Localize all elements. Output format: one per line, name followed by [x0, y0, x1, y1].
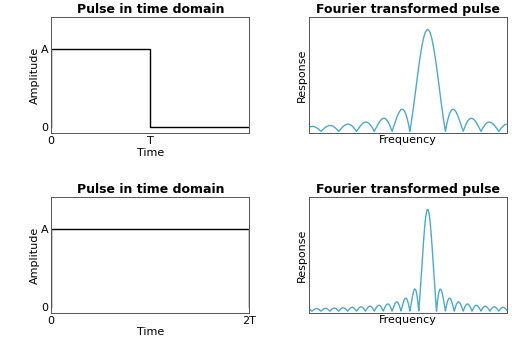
X-axis label: Time: Time [137, 327, 164, 337]
Y-axis label: Amplitude: Amplitude [29, 47, 39, 104]
X-axis label: Frequency: Frequency [379, 135, 437, 145]
Title: Pulse in time domain: Pulse in time domain [76, 183, 224, 196]
Title: Fourier transformed pulse: Fourier transformed pulse [316, 183, 500, 196]
Y-axis label: Amplitude: Amplitude [29, 227, 39, 284]
X-axis label: Time: Time [137, 148, 164, 158]
Title: Pulse in time domain: Pulse in time domain [76, 3, 224, 16]
Y-axis label: Response: Response [297, 49, 307, 102]
Title: Fourier transformed pulse: Fourier transformed pulse [316, 3, 500, 16]
Y-axis label: Response: Response [297, 229, 307, 282]
X-axis label: Frequency: Frequency [379, 315, 437, 325]
